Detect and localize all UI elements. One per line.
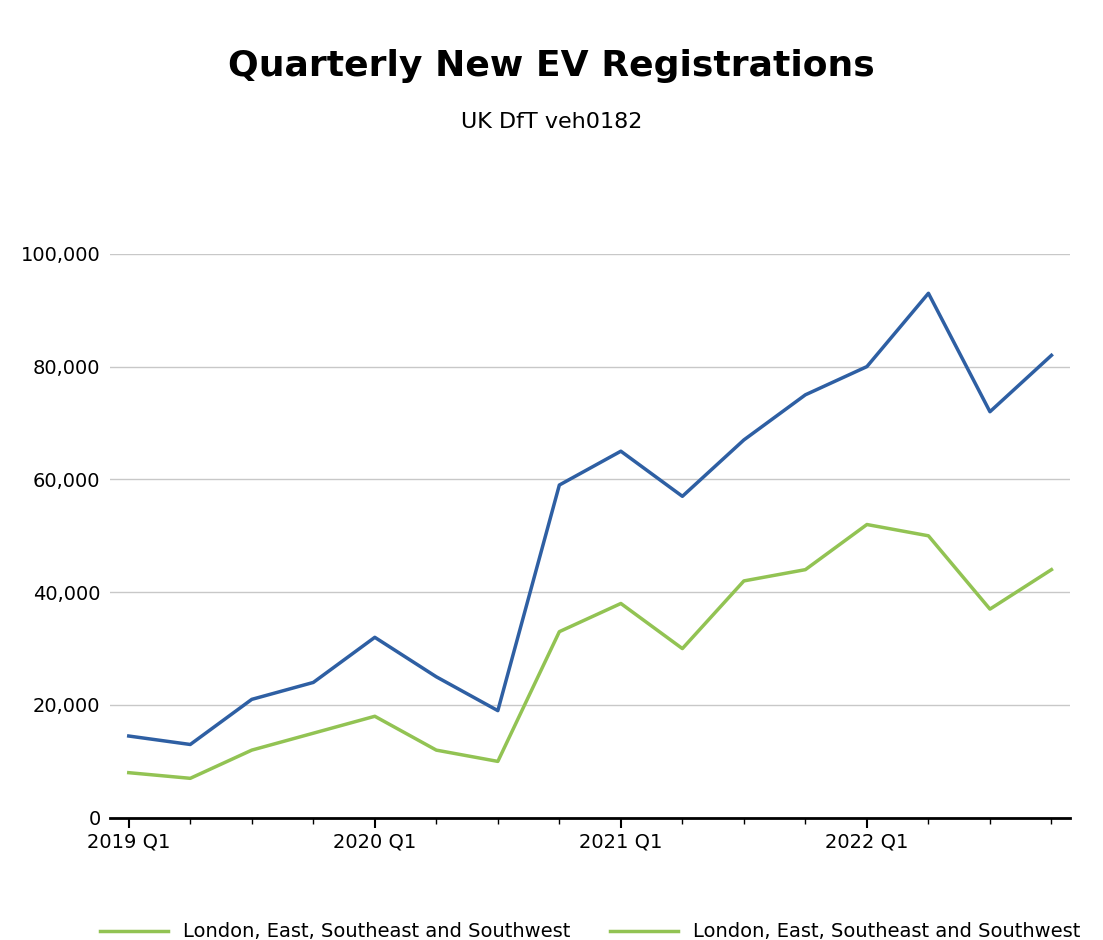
Rest of UK (860, 361, 874, 372)
Text: UK DfT veh0182: UK DfT veh0182 (461, 112, 642, 133)
London, East, Southeast and Southwest (922, 530, 935, 541)
London, East, Southeast and Southwest (553, 626, 566, 637)
London, East, Southeast and Southwest (307, 728, 320, 739)
London, East, Southeast and Southwest (860, 519, 874, 530)
Rest of UK (1045, 350, 1058, 361)
Rest of UK (430, 671, 443, 682)
London, East, Southeast and Southwest (799, 564, 812, 575)
London, East, Southeast and Southwest (245, 744, 258, 756)
London, East, Southeast and Southwest (122, 767, 136, 778)
Rest of UK (553, 479, 566, 491)
Rest of UK (368, 632, 382, 643)
Legend: London, East, Southeast and Southwest, Rest of UK, London, East, Southeast and S: London, East, Southeast and Southwest, R… (90, 912, 1090, 940)
Rest of UK (307, 677, 320, 688)
Rest of UK (676, 491, 689, 502)
London, East, Southeast and Southwest (737, 575, 750, 587)
London, East, Southeast and Southwest (984, 603, 997, 615)
London, East, Southeast and Southwest (368, 711, 382, 722)
London, East, Southeast and Southwest (1045, 564, 1058, 575)
Rest of UK (984, 406, 997, 417)
Rest of UK (183, 739, 197, 750)
Line: London, East, Southeast and Southwest: London, East, Southeast and Southwest (129, 525, 1051, 778)
London, East, Southeast and Southwest (614, 598, 628, 609)
London, East, Southeast and Southwest (430, 744, 443, 756)
Rest of UK (799, 389, 812, 400)
Rest of UK (614, 446, 628, 457)
Rest of UK (245, 694, 258, 705)
Rest of UK (491, 705, 504, 716)
Rest of UK (122, 730, 136, 742)
Rest of UK (922, 288, 935, 299)
Line: Rest of UK: Rest of UK (129, 293, 1051, 744)
London, East, Southeast and Southwest (183, 773, 197, 784)
London, East, Southeast and Southwest (676, 643, 689, 654)
Text: Quarterly New EV Registrations: Quarterly New EV Registrations (228, 49, 875, 83)
Rest of UK (737, 434, 750, 446)
London, East, Southeast and Southwest (491, 756, 504, 767)
